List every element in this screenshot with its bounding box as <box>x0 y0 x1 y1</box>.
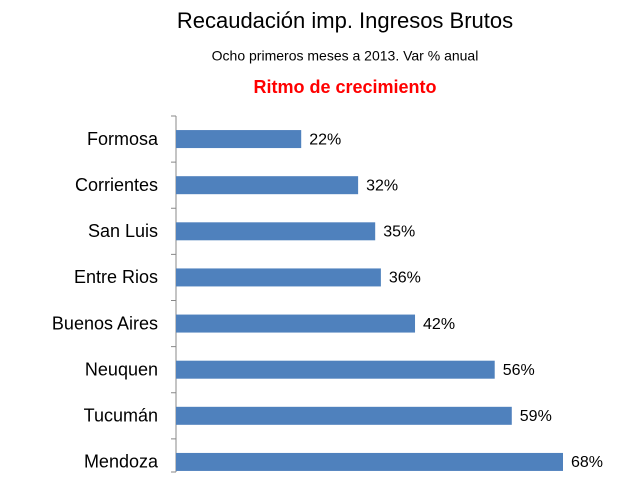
bar <box>176 406 512 425</box>
bar <box>176 130 302 149</box>
data-label: 36% <box>389 270 421 287</box>
bar <box>176 176 359 195</box>
y-tick-label: Entre Rios <box>74 267 158 287</box>
y-tick-label: San Luis <box>88 221 158 241</box>
data-label: 68% <box>571 454 603 471</box>
annotation: Ritmo de crecimiento <box>253 77 436 97</box>
y-tick-label: Neuquen <box>85 359 158 379</box>
data-label: 22% <box>309 131 341 148</box>
bar <box>176 222 376 241</box>
data-label: 56% <box>503 362 535 379</box>
bar <box>176 268 381 287</box>
data-label: 32% <box>366 177 398 194</box>
y-tick-label: Tucumán <box>84 406 158 426</box>
data-label: 35% <box>383 224 415 241</box>
y-tick-label: Formosa <box>87 129 159 149</box>
bar <box>176 452 563 471</box>
data-label: 59% <box>520 408 552 425</box>
y-tick-label: Corrientes <box>75 175 158 195</box>
data-label: 42% <box>423 316 455 333</box>
y-tick-label: Mendoza <box>84 452 159 472</box>
y-tick-label: Buenos Aires <box>52 313 158 333</box>
bar <box>176 314 416 333</box>
chart-title: Recaudación imp. Ingresos Brutos <box>177 8 513 33</box>
bar <box>176 360 495 379</box>
chart-subtitle: Ocho primeros meses a 2013. Var % anual <box>212 48 479 64</box>
